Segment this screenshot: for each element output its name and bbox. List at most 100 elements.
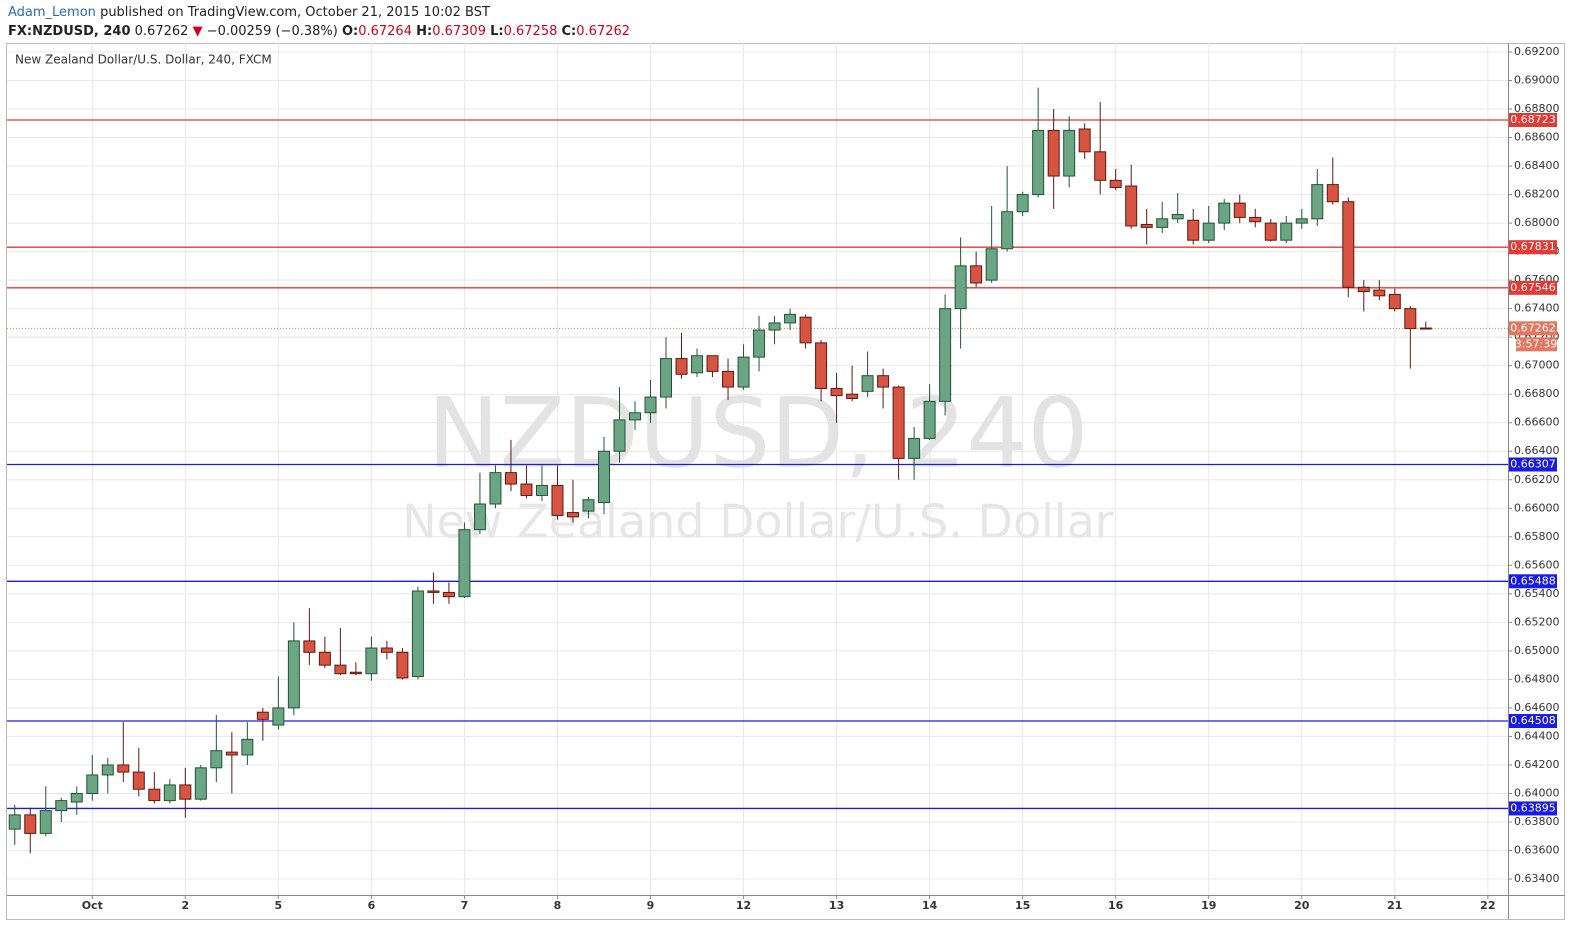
candle-body — [1125, 185, 1138, 227]
candle-body — [1264, 222, 1277, 241]
candle-body — [1140, 224, 1153, 228]
ohlc-label: O: — [341, 24, 359, 39]
candle-body — [1202, 222, 1215, 241]
y-tick-label: 0.64200 — [1514, 758, 1560, 771]
candle-body — [1419, 327, 1432, 330]
candle-body — [1078, 128, 1091, 153]
x-tick-label: 9 — [647, 899, 655, 912]
candle-body — [504, 472, 517, 485]
level-tag — [1509, 574, 1557, 589]
candle-body — [660, 358, 673, 398]
candle-body — [55, 800, 68, 812]
candle-body — [815, 342, 828, 390]
symbol: FX:NZDUSD, 240 — [8, 24, 131, 39]
candle-body — [1032, 129, 1045, 196]
candle-body — [970, 265, 983, 284]
candle-body — [1357, 286, 1370, 293]
candle-body — [411, 590, 424, 678]
ohlc-value: 0.67258 — [503, 24, 558, 39]
candle-body — [70, 792, 83, 803]
header-line-1: Adam_Lemon published on TradingView.com,… — [8, 3, 630, 22]
candle-body — [179, 784, 192, 800]
x-tick-label: 7 — [461, 899, 469, 912]
candle-body — [597, 450, 610, 504]
level-tag — [1509, 457, 1557, 472]
candle-body — [877, 375, 890, 388]
candle-body — [722, 370, 735, 388]
candle-body — [1187, 219, 1200, 241]
y-tick-label: 0.64600 — [1514, 701, 1560, 714]
candle-body — [1233, 202, 1246, 218]
ohlc-value: 0.67264 — [358, 24, 412, 39]
candle-body — [225, 751, 238, 756]
y-tick-label: 0.63800 — [1514, 815, 1560, 828]
candle-body — [8, 814, 21, 830]
candle-body — [566, 512, 579, 518]
level-label: 0.65488 — [1510, 574, 1556, 587]
y-tick-label: 0.64000 — [1514, 786, 1560, 799]
y-tick-label: 0.63400 — [1514, 872, 1560, 885]
candle-body — [1094, 151, 1107, 181]
level-label: 0.66307 — [1510, 458, 1556, 471]
candle-body — [1295, 218, 1308, 224]
candle-body — [117, 764, 130, 773]
y-tick-label: 0.65200 — [1514, 615, 1560, 628]
last-price-tag — [1509, 321, 1557, 336]
candle-body — [675, 358, 688, 375]
y-tick-label: 0.65600 — [1514, 558, 1560, 571]
candle-body — [737, 356, 750, 388]
ohlc-label: C: — [561, 24, 577, 39]
y-tick-label: 0.67400 — [1514, 302, 1560, 315]
watermark: NZDUSD, 240 — [428, 377, 1089, 489]
candle-body — [148, 788, 161, 802]
ohlc-value: 0.67262 — [576, 24, 631, 39]
y-tick-label: 0.68400 — [1514, 159, 1560, 172]
last-price-label: 0.67262 — [1510, 321, 1556, 334]
candle-body — [1388, 293, 1401, 310]
candle-body — [1218, 202, 1231, 224]
level-label: 0.68723 — [1510, 113, 1556, 126]
level-tag — [1509, 113, 1557, 128]
level-label: 0.67546 — [1510, 281, 1556, 294]
candle-body — [613, 419, 626, 452]
y-tick-label: 0.66400 — [1514, 444, 1560, 457]
candle-body — [629, 412, 642, 421]
author-link[interactable]: Adam_Lemon — [8, 5, 96, 20]
candle-body — [318, 651, 331, 666]
frame — [6, 43, 1565, 920]
candle-body — [1156, 218, 1169, 228]
candle-body — [458, 529, 471, 598]
candle-body — [210, 750, 223, 769]
candle-body — [1047, 129, 1060, 177]
candle-body — [39, 810, 52, 834]
candle-body — [272, 707, 285, 726]
ohlc-value: 0.67309 — [432, 24, 486, 39]
candle-body — [101, 764, 114, 776]
candle-body — [1063, 129, 1076, 177]
y-tick-label: 0.63600 — [1514, 844, 1560, 857]
candle-body — [163, 784, 176, 802]
candle-body — [334, 664, 347, 675]
candle-body — [1171, 214, 1184, 220]
x-tick-label: 16 — [1108, 899, 1124, 912]
ohlc-label: H: — [416, 24, 433, 39]
y-tick-label: 0.68200 — [1514, 188, 1560, 201]
x-tick-label: 22 — [1480, 899, 1495, 912]
published: published on TradingView.com, October 21… — [100, 5, 490, 20]
y-tick-label: 0.66000 — [1514, 501, 1560, 514]
x-tick-label: 5 — [275, 899, 283, 912]
y-tick-label: 0.66600 — [1514, 416, 1560, 429]
candle-body — [287, 640, 300, 709]
candle-body — [396, 651, 409, 679]
candle-body — [241, 738, 254, 756]
candle-body — [892, 386, 905, 459]
y-tick-label: 0.66200 — [1514, 473, 1560, 486]
y-tick-label: 0.65800 — [1514, 530, 1560, 543]
candle-body — [380, 647, 393, 653]
x-tick-label: 14 — [922, 899, 938, 912]
candle-body — [908, 437, 921, 459]
y-tick-label: 0.65000 — [1514, 644, 1560, 657]
header: Adam_Lemon published on TradingView.com,… — [8, 3, 630, 41]
x-tick-label: 8 — [554, 899, 562, 912]
